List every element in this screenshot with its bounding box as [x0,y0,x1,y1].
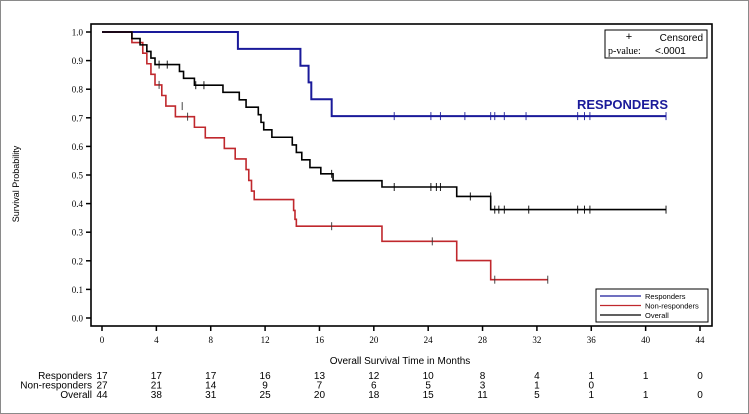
risk-value: 17 [151,371,163,382]
x-tick-label: 20 [369,335,379,345]
curve-responders [102,31,667,118]
risk-value: 0 [588,381,594,392]
x-tick-label: 0 [100,335,105,345]
y-tick-label: 0.4 [72,199,84,209]
y-tick-label: 1.0 [72,28,84,38]
risk-value: 31 [205,390,217,401]
censor-symbol: + [626,31,632,43]
legend-label: Responders [645,292,686,301]
curve-overall [102,31,667,211]
risk-value: 7 [317,381,323,392]
censor-label: Censored [660,33,703,44]
plot-area [90,23,713,327]
x-tick-label: 16 [315,335,325,345]
risk-value: 10 [423,371,435,382]
risk-value: 0 [697,371,703,382]
y-tick-label: 0.6 [72,142,84,152]
risk-value: 0 [697,390,703,401]
x-tick-label: 4 [154,335,159,345]
x-tick-label: 24 [424,335,434,345]
y-tick-label: 0.9 [72,56,84,66]
risk-value: 25 [260,390,272,401]
risk-value: 15 [423,390,435,401]
x-axis: 0 4 8 12 16 20 24 28 32 36 40 44 [100,326,705,345]
risk-value: 21 [151,381,163,392]
censor-pvalue-box: + Censored p-value: <.0001 [604,29,708,59]
risk-value: 5 [425,381,431,392]
responders-annotation: RESPONDERS [577,97,668,112]
x-tick-label: 8 [208,335,213,345]
x-axis-label: Overall Survival Time in Months [330,356,471,367]
risk-value: 3 [480,381,486,392]
y-tick-label: 0.7 [72,113,84,123]
y-tick-label: 0.0 [72,314,84,324]
x-tick-label: 32 [532,335,541,345]
y-axis-label: Survival Probability [11,145,21,222]
x-tick-label: 44 [696,335,706,345]
risk-value: 1 [588,371,594,382]
risk-value: 13 [314,371,326,382]
risk-row-label: Non-responders [20,381,92,392]
x-tick-label: 40 [641,335,651,345]
risk-value: 27 [96,381,108,392]
curve-non-responders [102,31,548,281]
risk-value: 44 [96,390,108,401]
y-tick-label: 0.2 [72,256,83,266]
risk-value: 8 [480,371,486,382]
y-tick-label: 0.3 [72,228,84,238]
x-tick-label: 12 [261,335,270,345]
risk-value: 17 [205,371,217,382]
y-tick-label: 0.5 [72,171,84,181]
risk-value: 1 [588,390,594,401]
legend-label: Non-responders [645,302,699,311]
survival-curves [102,31,667,284]
y-tick-label: 0.8 [72,85,84,95]
risk-value: 17 [96,371,108,382]
risk-value: 1 [534,381,540,392]
y-axis: 0.0 0.1 0.2 0.3 0.4 0.5 0.6 0.7 0.8 0.9 1.0 [72,28,91,324]
risk-value: 16 [260,371,272,382]
risk-value: 18 [368,390,380,401]
risk-value: 1 [643,390,649,401]
risk-value: 12 [368,371,380,382]
risk-row-label: Responders [38,371,92,382]
pvalue-label: p-value: [608,46,641,57]
risk-value: 20 [314,390,326,401]
risk-value: 11 [477,390,488,401]
risk-value: 14 [205,381,217,392]
risk-value: 5 [534,390,540,401]
risk-value: 1 [643,371,649,382]
risk-value: 4 [534,371,540,382]
risk-table: Responders 17 17 17 16 13 12 10 8 4 1 1 0Non-respond… [20,371,703,401]
x-tick-label: 36 [587,335,597,345]
risk-value: 38 [151,390,163,401]
x-tick-label: 28 [478,335,488,345]
risk-value: 9 [262,381,268,392]
risk-row-label: Overall [60,390,92,401]
risk-value: 6 [371,381,377,392]
y-tick-label: 0.1 [72,285,83,295]
pvalue-value: <.0001 [655,46,686,57]
legend-label: Overall [645,311,669,320]
